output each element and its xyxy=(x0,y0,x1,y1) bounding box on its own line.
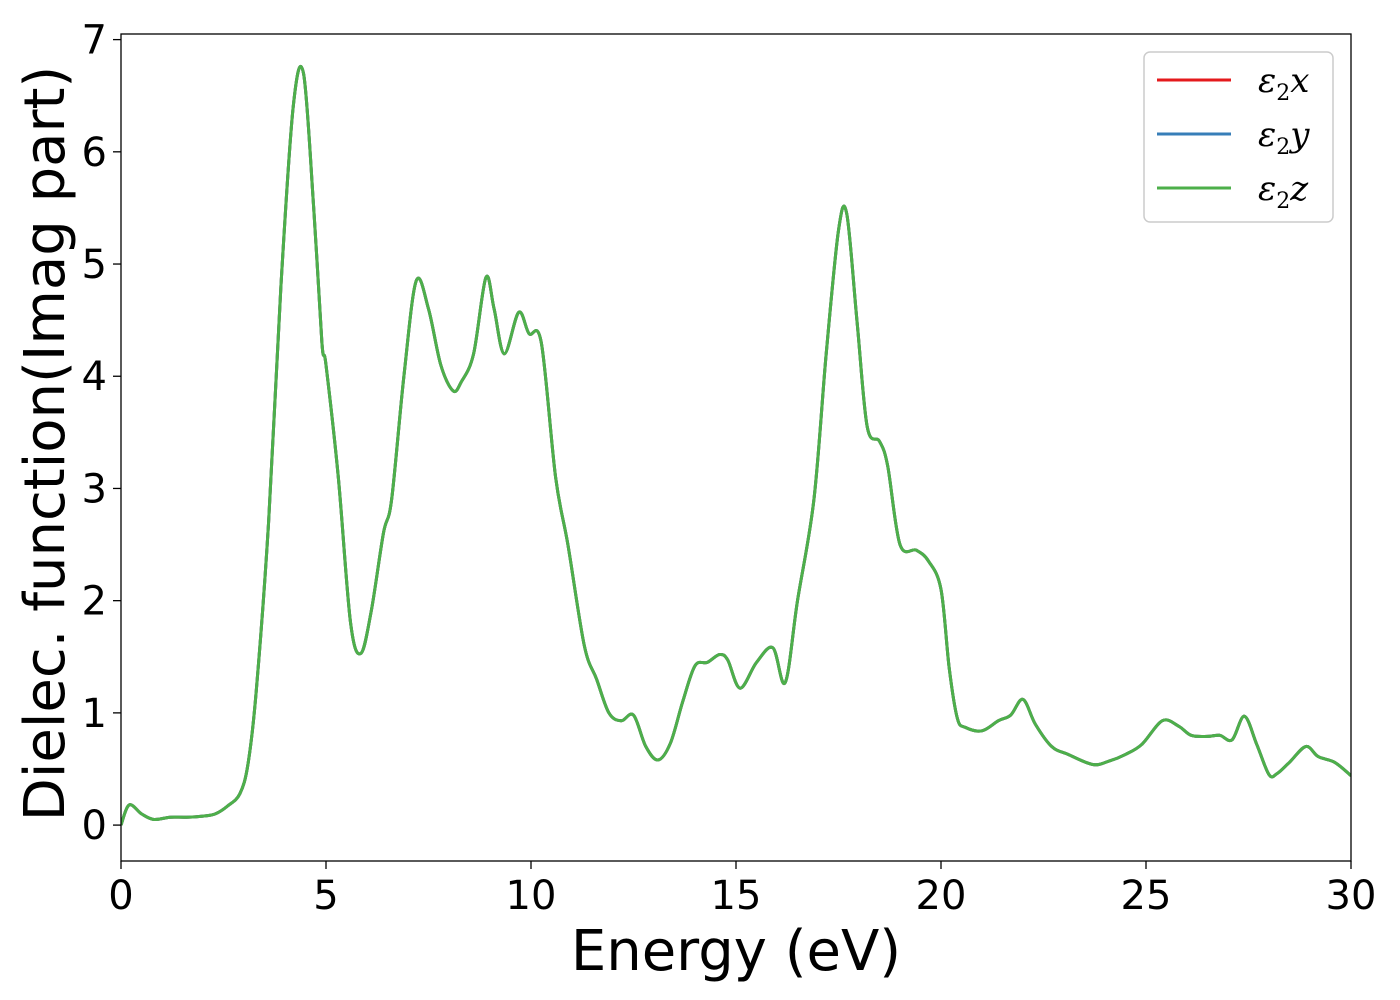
y-tick-label: 5 xyxy=(82,242,107,288)
x-axis: 0 5 10 15 20 25 30 xyxy=(108,861,1376,919)
x-tick-label: 20 xyxy=(916,873,967,919)
x-tick-label: 10 xyxy=(506,873,557,919)
x-tick-label: 30 xyxy=(1326,873,1377,919)
y-tick-label: 2 xyxy=(82,579,107,625)
y-tick-label: 1 xyxy=(82,691,107,737)
y-axis: 0 1 2 3 4 5 6 7 xyxy=(82,18,121,849)
y-tick-label: 7 xyxy=(82,18,107,64)
legend-entry-x: ε2x xyxy=(1258,61,1309,106)
legend-box xyxy=(1143,51,1334,223)
x-tick-label: 15 xyxy=(711,873,762,919)
y-tick-label: 4 xyxy=(82,354,107,400)
series-layer xyxy=(121,65,1351,826)
x-tick-label: 25 xyxy=(1121,873,1172,919)
y-tick-label: 3 xyxy=(82,466,107,512)
y-tick-label: 6 xyxy=(82,130,107,176)
x-axis-label: Energy (eV) xyxy=(571,919,901,984)
legend: ε2x ε2y ε2z xyxy=(1143,51,1334,223)
y-tick-label: 0 xyxy=(82,803,107,849)
legend-entry-y: ε2y xyxy=(1258,115,1310,160)
x-tick-label: 0 xyxy=(108,873,133,919)
legend-entry-z: ε2z xyxy=(1258,169,1309,214)
series-line-z xyxy=(121,65,1351,826)
y-axis-label: Dielec. function(Imag part) xyxy=(13,66,78,822)
x-tick-label: 5 xyxy=(313,873,338,919)
